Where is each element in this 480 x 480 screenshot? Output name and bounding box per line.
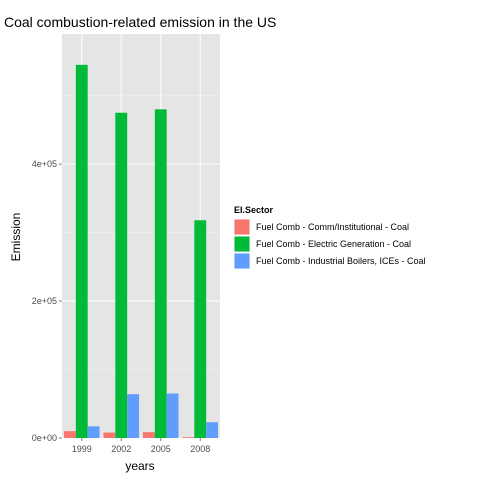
legend-label-3: Fuel Comb - Industrial Boilers, ICEs - C… <box>256 256 426 266</box>
bar-1999-series-2 <box>76 65 88 438</box>
bar-2002-series-1 <box>103 433 115 438</box>
legend-key-2 <box>235 237 250 252</box>
x-axis-title: years <box>125 459 154 473</box>
y-tick-label: 2e+05 <box>32 296 57 306</box>
legend-key-3 <box>235 254 250 269</box>
bar-2005-series-2 <box>155 109 167 438</box>
y-axis-title: Emission <box>9 213 23 262</box>
y-tick-label: 0e+00 <box>32 433 57 443</box>
bar-2008-series-3 <box>206 422 218 438</box>
bar-1999-series-1 <box>64 431 76 438</box>
legend-label-1: Fuel Comb - Comm/Institutional - Coal <box>256 222 409 232</box>
bar-1999-series-3 <box>88 426 100 438</box>
bar-2002-series-2 <box>115 113 127 438</box>
bar-2005-series-3 <box>167 393 179 438</box>
bar-2005-series-1 <box>143 432 155 438</box>
y-tick-label: 4e+05 <box>32 159 57 169</box>
bar-2002-series-3 <box>127 394 139 438</box>
legend-key-1 <box>235 220 250 235</box>
x-tick-label: 2008 <box>190 444 210 454</box>
bar-2008-series-2 <box>194 220 206 438</box>
chart-title: Coal combustion-related emission in the … <box>4 14 276 30</box>
legend: EI.Sector Fuel Comb - Comm/Institutional… <box>234 205 426 269</box>
x-tick-label: 1999 <box>72 444 92 454</box>
x-tick-label: 2002 <box>111 444 131 454</box>
x-tick-label: 2005 <box>151 444 171 454</box>
legend-title: EI.Sector <box>234 205 274 215</box>
legend-label-2: Fuel Comb - Electric Generation - Coal <box>256 239 411 249</box>
bar-2008-series-1 <box>182 437 194 438</box>
